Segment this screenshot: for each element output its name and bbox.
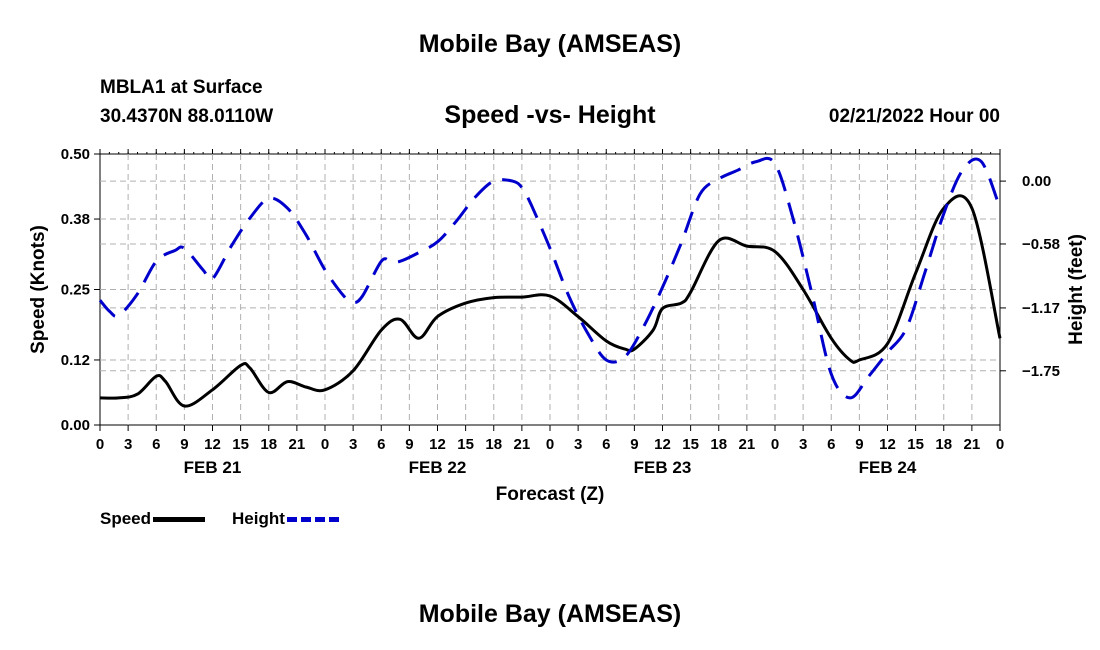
grid-lines — [100, 154, 1000, 425]
chart-subtitle: Speed -vs- Height — [444, 101, 656, 129]
x-tick-label: 9 — [180, 436, 188, 453]
x-tick-label: 21 — [739, 436, 756, 453]
x-tick-label: 0 — [546, 436, 554, 453]
y-right-tick-label: −1.17 — [1022, 300, 1060, 317]
series-lines — [98, 156, 1002, 408]
x-axis-label: Forecast (Z) — [496, 484, 605, 505]
x-tick-label: 12 — [654, 436, 671, 453]
y-right-tick-label: −0.58 — [1022, 236, 1060, 253]
x-tick-label: 0 — [996, 436, 1004, 453]
y-left-tick-label: 0.12 — [61, 352, 90, 369]
date-label: FEB 21 — [184, 458, 242, 477]
x-tick-label: 0 — [321, 436, 329, 453]
legend-speed: Speed — [100, 509, 206, 529]
date-label: FEB 23 — [634, 458, 692, 477]
footer-title: Mobile Bay (AMSEAS) — [418, 600, 682, 628]
x-tick-label: 18 — [710, 436, 727, 453]
forecast-datetime: 02/21/2022 Hour 00 — [828, 106, 1000, 127]
y-right-tick-label: 0.00 — [1022, 173, 1051, 190]
series-line-speed — [99, 194, 1002, 408]
x-tick-label: 6 — [602, 436, 610, 453]
y-left-tick-label: 0.25 — [61, 282, 90, 299]
x-tick-label: 21 — [289, 436, 306, 453]
y-axis-right-label: Height (feet) — [1066, 234, 1087, 345]
legend-speed-label: Speed — [100, 509, 152, 528]
x-tick-label: 15 — [457, 436, 474, 453]
x-tick-label: 12 — [429, 436, 446, 453]
legend-height-label: Height — [232, 509, 285, 528]
station-label: MBLA1 at Surface — [100, 77, 263, 98]
x-tick-label: 21 — [964, 436, 981, 453]
legend-height: Height — [232, 509, 339, 529]
x-tick-label: 15 — [907, 436, 924, 453]
x-tick-label: 15 — [682, 436, 699, 453]
x-tick-label: 18 — [935, 436, 952, 453]
station-coordinates: 30.4370N 88.0110W — [100, 106, 274, 127]
y-axis-left-label: Speed (Knots) — [28, 225, 49, 354]
x-tick-label: 6 — [152, 436, 160, 453]
x-tick-label: 15 — [232, 436, 249, 453]
x-tick-label: 12 — [204, 436, 221, 453]
x-tick-label: 6 — [827, 436, 835, 453]
x-tick-label: 9 — [630, 436, 638, 453]
x-tick-label: 18 — [485, 436, 502, 453]
x-tick-label: 9 — [405, 436, 413, 453]
y-left-tick-label: 0.00 — [61, 417, 90, 434]
date-label: FEB 24 — [859, 458, 917, 477]
x-tick-label: 6 — [377, 436, 385, 453]
y-left-tick-label: 0.38 — [61, 211, 90, 228]
page-title: Mobile Bay (AMSEAS) — [418, 30, 682, 58]
x-tick-label: 18 — [260, 436, 277, 453]
x-tick-label: 3 — [349, 436, 357, 453]
x-tick-label: 0 — [96, 436, 104, 453]
x-tick-label: 3 — [124, 436, 132, 453]
series-line-height — [98, 156, 1002, 400]
x-tick-label: 21 — [514, 436, 531, 453]
legend-height-swatch — [286, 516, 339, 522]
x-tick-label: 3 — [574, 436, 582, 453]
legend-speed-swatch — [153, 516, 206, 522]
y-right-tick-label: −1.75 — [1022, 363, 1060, 380]
x-tick-label: 3 — [799, 436, 807, 453]
y-left-tick-label: 0.50 — [61, 146, 90, 163]
x-tick-label: 12 — [879, 436, 896, 453]
chart-axes: 0 3 6 9 12 15 18 21 0 3 6 9 12 15 18 21 0 3 6 9 12 15 18 21 0 3 6 9… — [61, 146, 1060, 477]
x-tick-label: 0 — [771, 436, 779, 453]
x-tick-label: 9 — [855, 436, 863, 453]
date-label: FEB 22 — [409, 458, 467, 477]
